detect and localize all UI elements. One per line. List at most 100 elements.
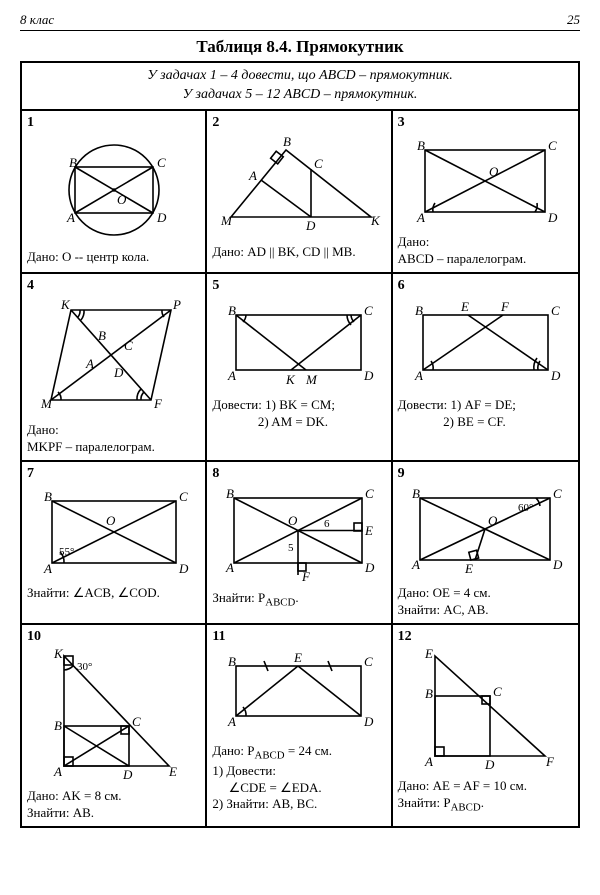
svg-text:A: A <box>53 764 62 779</box>
svg-text:D: D <box>113 365 124 380</box>
svg-text:F: F <box>153 396 163 411</box>
svg-text:60°: 60° <box>518 502 533 514</box>
svg-text:A: A <box>66 210 75 225</box>
svg-text:E: E <box>424 646 433 661</box>
svg-text:30°: 30° <box>77 661 92 673</box>
figure-12: E B C A D F <box>398 646 573 776</box>
problem-number: 1 <box>27 114 200 132</box>
svg-text:B: B <box>415 303 423 318</box>
problem-number: 4 <box>27 277 200 295</box>
svg-text:E: E <box>464 561 473 576</box>
svg-text:E: E <box>364 523 373 538</box>
svg-text:M: M <box>305 372 318 387</box>
svg-text:C: C <box>314 156 323 171</box>
svg-text:A: A <box>248 168 257 183</box>
svg-text:C: C <box>553 486 562 501</box>
problem-text: Дано: OE = 4 см.Знайти: AC, AB. <box>398 585 573 618</box>
problem-8: 8 B C A <box>207 462 392 625</box>
svg-text:A: A <box>424 754 433 769</box>
problem-text: Дано:MKPF – паралелограм. <box>27 422 200 455</box>
svg-text:C: C <box>493 684 502 699</box>
problem-number: 2 <box>212 114 385 132</box>
svg-text:A: A <box>225 560 234 575</box>
svg-text:A: A <box>227 368 236 383</box>
problem-4: 4 K <box>22 274 207 462</box>
instructions-line2: У задачах 5 – 12 ABCD – прямокутник. <box>28 86 572 105</box>
svg-text:E: E <box>460 299 469 314</box>
problem-1: 1 B C A D O <box>22 111 207 274</box>
svg-text:C: C <box>365 486 374 501</box>
svg-text:D: D <box>363 714 374 729</box>
svg-text:C: C <box>179 489 188 504</box>
problem-number: 10 <box>27 628 200 646</box>
svg-text:E: E <box>168 764 177 779</box>
svg-text:C: C <box>157 155 166 170</box>
svg-text:A: A <box>414 368 423 383</box>
svg-text:D: D <box>156 210 167 225</box>
problem-text: Дано: AK = 8 см.Знайти: AB. <box>27 788 200 821</box>
svg-text:B: B <box>69 155 77 170</box>
svg-text:B: B <box>417 138 425 153</box>
page-header: 8 клас 25 <box>20 12 580 31</box>
svg-text:F: F <box>301 569 311 584</box>
figure-10: K B A C D E 30° <box>27 646 200 786</box>
svg-text:C: C <box>364 303 373 318</box>
problem-number: 5 <box>212 277 385 295</box>
svg-text:O: O <box>489 164 499 179</box>
problem-text: Знайти: PABCD. <box>212 590 385 610</box>
figure-2: B A C M D K <box>212 132 385 242</box>
svg-text:D: D <box>178 561 189 576</box>
svg-text:A: A <box>227 714 236 729</box>
svg-text:B: B <box>54 718 62 733</box>
problem-3: 3 B C A D O <box>393 111 578 274</box>
figure-8: B C A D O E F 6 5 <box>212 483 385 588</box>
svg-text:C: C <box>132 714 141 729</box>
problem-number: 3 <box>398 114 573 132</box>
svg-text:B: B <box>425 686 433 701</box>
figure-5: B C A D K M <box>212 295 385 395</box>
problem-6: 6 B C A D <box>393 274 578 462</box>
svg-text:B: B <box>98 328 106 343</box>
svg-text:55°: 55° <box>59 546 74 558</box>
svg-text:A: A <box>416 210 425 225</box>
problem-text: Дано:ABCD – паралелограм. <box>398 234 573 267</box>
instructions: У задачах 1 – 4 довести, що ABCD – прямо… <box>22 63 578 111</box>
svg-text:D: D <box>122 767 133 782</box>
svg-text:K: K <box>285 372 296 387</box>
header-right: 25 <box>567 12 580 28</box>
problem-2: 2 B A C M D K <box>207 111 392 274</box>
svg-text:D: D <box>484 757 495 772</box>
svg-text:D: D <box>305 218 316 233</box>
svg-text:K: K <box>60 297 71 312</box>
svg-text:6: 6 <box>324 518 330 530</box>
problem-9: 9 B C A D <box>393 462 578 625</box>
svg-text:D: D <box>547 210 558 225</box>
figure-3: B C A D O <box>398 132 573 232</box>
svg-text:C: C <box>364 654 373 669</box>
figure-11: B C A D E <box>212 646 385 741</box>
problem-text: Дано: PABCD = 24 см.1) Довести: ∠CDE = ∠… <box>212 743 385 812</box>
svg-text:B: B <box>228 303 236 318</box>
svg-text:M: M <box>40 396 53 411</box>
figure-9: B C A D O E 60° <box>398 483 573 583</box>
problem-text: Дано: AD || BK, CD || MB. <box>212 244 385 260</box>
instructions-line1: У задачах 1 – 4 довести, що ABCD – прямо… <box>28 67 572 86</box>
svg-text:O: O <box>288 513 298 528</box>
svg-text:B: B <box>228 654 236 669</box>
problem-text: Довести: 1) AF = DE; 2) BE = CF. <box>398 397 573 430</box>
problem-number: 8 <box>212 465 385 483</box>
svg-text:F: F <box>545 754 555 769</box>
svg-text:B: B <box>44 489 52 504</box>
figure-4: K P M F B C A D <box>27 295 200 420</box>
svg-text:F: F <box>500 299 510 314</box>
problem-number: 11 <box>212 628 385 646</box>
svg-text:A: A <box>85 356 94 371</box>
svg-text:D: D <box>550 368 561 383</box>
problem-text: Знайти: ∠ACB, ∠COD. <box>27 585 200 601</box>
header-left: 8 клас <box>20 12 54 28</box>
problem-number: 6 <box>398 277 573 295</box>
svg-text:K: K <box>53 646 64 661</box>
problem-number: 9 <box>398 465 573 483</box>
figure-6: B C A D E F <box>398 295 573 395</box>
svg-text:C: C <box>124 338 133 353</box>
